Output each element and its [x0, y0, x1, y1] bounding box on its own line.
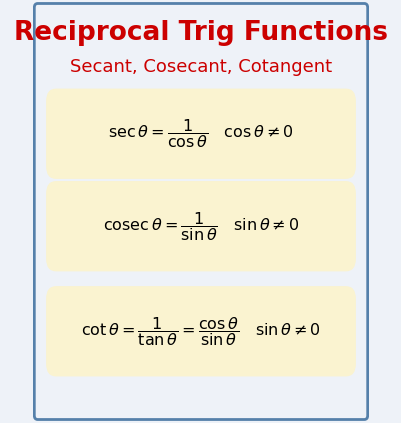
Text: $\mathrm{cosec}\,\theta = \dfrac{1}{\sin\theta} \quad \sin\theta \neq 0$: $\mathrm{cosec}\,\theta = \dfrac{1}{\sin…: [103, 210, 298, 243]
Text: Secant, Cosecant, Cotangent: Secant, Cosecant, Cotangent: [70, 58, 331, 76]
FancyBboxPatch shape: [46, 181, 355, 272]
Text: $\cot\theta = \dfrac{1}{\tan\theta} = \dfrac{\cos\theta}{\sin\theta} \quad \sin\: $\cot\theta = \dfrac{1}{\tan\theta} = \d…: [81, 315, 320, 348]
Text: Reciprocal Trig Functions: Reciprocal Trig Functions: [14, 20, 387, 46]
Text: $\sec\theta = \dfrac{1}{\cos\theta} \quad \cos\theta \neq 0$: $\sec\theta = \dfrac{1}{\cos\theta} \qua…: [108, 117, 293, 150]
FancyBboxPatch shape: [34, 3, 367, 420]
FancyBboxPatch shape: [46, 88, 355, 179]
FancyBboxPatch shape: [46, 286, 355, 376]
